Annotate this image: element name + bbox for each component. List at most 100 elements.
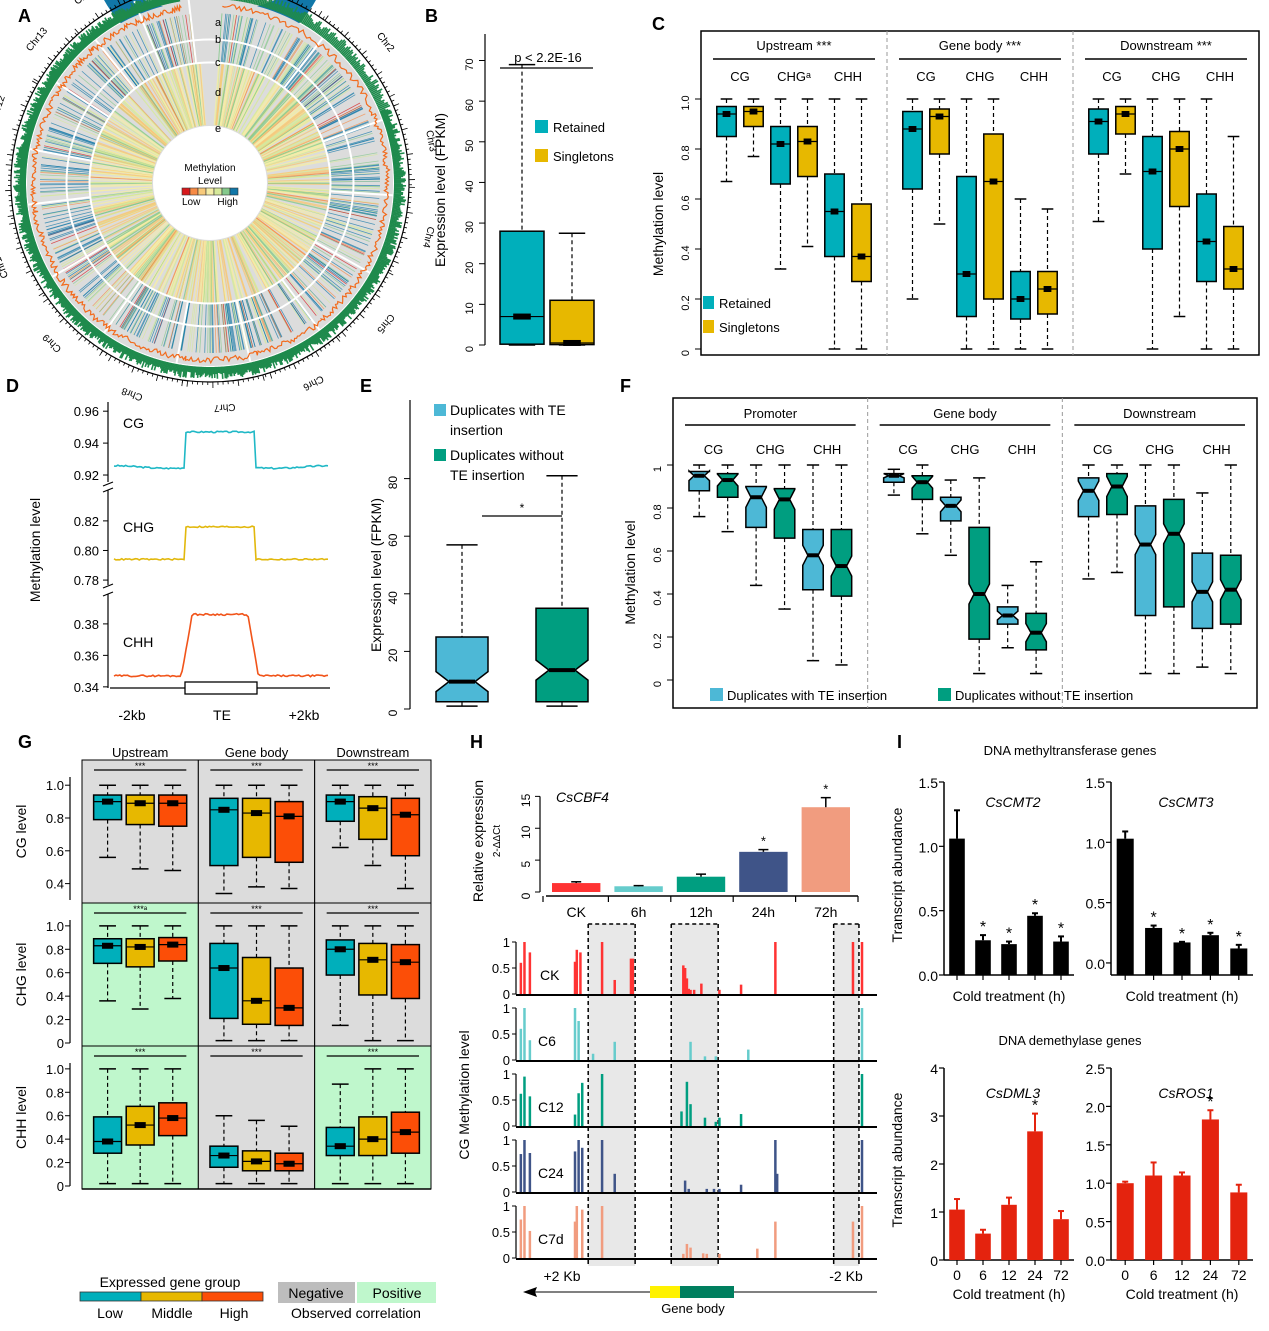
legend-swatch [221, 187, 231, 196]
box-body [1115, 105, 1136, 135]
density-bar [346, 55, 353, 61]
density-bar [95, 28, 102, 36]
heat-stripe [226, 14, 235, 64]
heat-stripe [255, 108, 305, 148]
heat-stripe [188, 239, 201, 302]
axis-tick [25, 100, 29, 103]
heat-stripe [171, 69, 193, 129]
box [209, 1114, 239, 1185]
methylation-site-bar [680, 1111, 683, 1126]
heat-stripe [233, 73, 262, 131]
significance-star: * [1236, 929, 1242, 946]
density-bar [292, 346, 298, 355]
density-bar [52, 64, 64, 74]
heat-stripe [68, 249, 110, 278]
density-bar [89, 327, 98, 339]
heat-stripe [224, 303, 232, 352]
density-bar [315, 332, 321, 339]
density-bar [70, 48, 78, 57]
density-bar [103, 335, 109, 343]
heat-stripe [290, 55, 324, 93]
box [241, 784, 272, 888]
heat-stripe [326, 215, 374, 231]
heat-stripe [264, 202, 323, 225]
heat-stripe [216, 303, 221, 353]
heat-stripe [330, 176, 380, 180]
heat-stripe [113, 110, 165, 149]
x-tick-label: 12 [1174, 1267, 1190, 1283]
heat-stripe [93, 59, 128, 96]
heat-stripe [326, 137, 374, 151]
density-bar [55, 60, 67, 70]
heat-stripe [46, 216, 94, 231]
heat-stripe [329, 199, 379, 207]
heat-stripe [289, 54, 323, 93]
density-bar [37, 86, 50, 95]
density-bar [273, 355, 278, 363]
y-tick-label: 1.0 [680, 95, 692, 110]
axis-tick [127, 364, 130, 368]
y-tick-label: 10 [519, 825, 533, 839]
density-bar [130, 6, 137, 16]
axis-tick [388, 269, 392, 272]
heat-stripe [319, 234, 365, 256]
heat-stripe [151, 296, 170, 344]
heat-stripe [242, 83, 278, 136]
heat-stripe [128, 33, 153, 77]
density-bar [79, 320, 89, 331]
density-bar [111, 18, 117, 26]
axis-tick [406, 211, 413, 214]
y-tick-label: 0.4 [652, 590, 664, 605]
heat-stripe [92, 195, 154, 211]
density-bar [24, 134, 32, 138]
density-bar [128, 9, 133, 17]
axis-tick [92, 344, 95, 348]
methylation-site-bar [739, 984, 743, 994]
density-bar [365, 80, 371, 86]
y-tick-label: 0 [386, 709, 400, 716]
density-bar [322, 28, 331, 39]
axis-tick [14, 232, 18, 234]
axis-tick [114, 358, 117, 362]
methylation-site-bar [756, 1248, 759, 1258]
significance-label: *** [251, 1047, 262, 1057]
axis-tick [84, 24, 87, 28]
axis-tick [345, 328, 349, 332]
density-bar [132, 351, 138, 360]
heat-stripe [310, 88, 352, 117]
y-tick-label: 0 [652, 681, 664, 687]
heat-stripe [327, 212, 375, 225]
density-bar [32, 113, 39, 118]
density-bar [377, 103, 389, 110]
density-bar [157, 0, 162, 7]
axis-tick [101, 12, 104, 16]
axis-tick [117, 0, 121, 6]
density-bar [123, 9, 130, 19]
axis-break [102, 583, 114, 597]
heat-stripe [245, 88, 285, 138]
density-bar [18, 209, 29, 213]
density-bar [232, 365, 236, 377]
density-bar [151, 0, 156, 8]
density-bar [120, 346, 128, 359]
density-bar [387, 229, 396, 233]
heat-stripe [85, 265, 122, 300]
methylation-site-bar [519, 1028, 523, 1060]
heat-stripe [151, 23, 169, 70]
heat-stripe [318, 107, 363, 131]
density-bar [363, 283, 375, 293]
y-tick-label: 60 [386, 533, 400, 547]
legend-swatch [181, 187, 191, 196]
axis-tick [70, 36, 74, 39]
methylation-site-bar [705, 1253, 709, 1258]
density-bar [320, 328, 329, 338]
density-bar [26, 110, 40, 117]
density-bar [356, 64, 366, 73]
methylation-site-bar [613, 1041, 616, 1060]
density-bar [325, 325, 331, 332]
density-bar [134, 1, 141, 14]
heat-stripe [232, 72, 259, 131]
density-bar [26, 132, 33, 136]
box-body [1196, 193, 1217, 283]
series-label: CG [123, 415, 144, 431]
